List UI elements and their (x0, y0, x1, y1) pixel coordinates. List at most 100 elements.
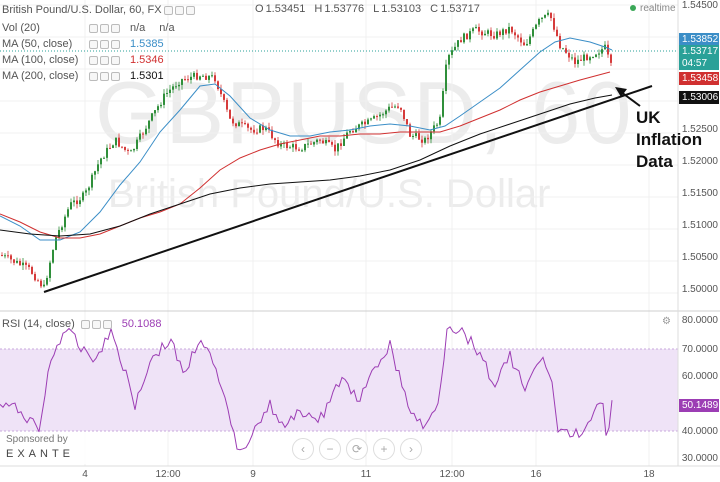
candle-body (439, 116, 441, 125)
candle-body (304, 143, 306, 151)
chart-grid (0, 0, 678, 466)
candle-body (37, 280, 39, 282)
candle-body (394, 106, 396, 108)
rsi-axis-label: 70.0000 (681, 344, 718, 355)
candle-body (496, 31, 498, 39)
candle-body (475, 26, 477, 29)
candle-body (403, 109, 405, 120)
candle-body (472, 28, 474, 32)
candle-body (31, 266, 33, 274)
candle-body (118, 137, 120, 147)
candle-body (139, 133, 141, 140)
chart-title: British Pound/U.S. Dollar, 60, FX (2, 4, 162, 16)
candle-body (595, 54, 597, 57)
candle-body (232, 118, 234, 124)
candle-body (436, 124, 438, 126)
indicator-vol[interactable]: Vol (20) n/a n/a (2, 22, 175, 34)
candle-body (319, 139, 321, 141)
candle-body (367, 119, 369, 125)
candle-body (295, 144, 297, 150)
candle-body (160, 104, 162, 107)
candle-body (262, 125, 264, 131)
candle-body (211, 75, 213, 77)
last-price-tag: 1.53717 (679, 45, 719, 58)
candle-body (169, 89, 171, 93)
candle-body (565, 48, 567, 53)
candle-body (391, 106, 393, 108)
candle-body (58, 229, 60, 238)
price-axis-label: 1.51500 (681, 188, 718, 199)
candle-body (379, 114, 381, 117)
reset-button[interactable]: ⟳ (346, 438, 368, 460)
candle-body (235, 123, 237, 127)
candle-body (49, 262, 51, 278)
candle-body (100, 158, 102, 165)
time-axis-label: 9 (250, 469, 256, 480)
candle-body (34, 273, 36, 281)
ma-100-line (0, 71, 611, 239)
candle-body (259, 125, 261, 133)
candle-body (589, 57, 591, 61)
title-controls[interactable] (163, 5, 195, 15)
candle-body (463, 33, 465, 43)
candle-body (343, 138, 345, 146)
trendline (43, 85, 653, 293)
candle-body (172, 86, 174, 90)
candle-body (526, 43, 528, 46)
candle-body (187, 79, 189, 81)
candle-body (454, 46, 456, 51)
candle-body (184, 79, 186, 81)
candle-body (241, 122, 243, 124)
time-axis-label: 12:00 (155, 469, 181, 480)
rsi-legend[interactable]: RSI (14, close) 50.1088 (2, 318, 162, 330)
indicator-ma200[interactable]: MA (200, close) 1.5301 (2, 70, 164, 82)
scroll-left-button[interactable]: ‹ (292, 438, 314, 460)
candle-body (373, 116, 375, 119)
candle-body (7, 255, 9, 257)
candle-body (577, 59, 579, 65)
candle-body (277, 140, 279, 147)
settings-gear-icon[interactable]: ⚙ (662, 316, 671, 327)
candle-body (586, 54, 588, 61)
candle-body (190, 76, 192, 81)
candle-body (469, 31, 471, 40)
zoom-in-button[interactable]: + (373, 438, 395, 460)
candle-body (520, 37, 522, 43)
zoom-out-button[interactable]: − (319, 438, 341, 460)
candle-body (514, 32, 516, 36)
candle-body (607, 44, 609, 55)
candles (1, 9, 612, 289)
candle-body (553, 18, 555, 30)
candle-body (406, 119, 408, 125)
scroll-right-button[interactable]: › (400, 438, 422, 460)
indicator-controls (89, 39, 120, 49)
sponsor-box[interactable]: Sponsored by EXANTE (0, 432, 106, 464)
candle-body (349, 131, 351, 133)
realtime-indicator: realtime (630, 3, 676, 14)
rsi-label: RSI (14, close) (2, 318, 75, 330)
status-dot-icon (630, 5, 636, 12)
candle-body (511, 26, 513, 33)
rsi-axis-label: 80.0000 (681, 315, 718, 326)
candle-body (481, 31, 483, 36)
candle-body (337, 143, 339, 152)
candle-body (175, 86, 177, 88)
candle-body (508, 26, 510, 34)
candle-body (478, 26, 480, 32)
ma200-price-tag: 1.53006 (679, 91, 719, 104)
candle-body (157, 106, 159, 111)
candle-body (466, 33, 468, 40)
candle-body (229, 109, 231, 119)
indicator-ma50[interactable]: MA (50, close) 1.5385 (2, 38, 164, 50)
chart-title-bar: British Pound/U.S. Dollar, 60, FX (2, 2, 201, 18)
candle-body (505, 29, 507, 34)
indicator-ma100[interactable]: MA (100, close) 1.5346 (2, 54, 164, 66)
candle-body (328, 140, 330, 143)
candle-body (205, 75, 207, 80)
candle-body (178, 84, 180, 87)
candle-body (427, 137, 429, 140)
candle-body (103, 157, 105, 159)
annotation-line-1: UK (636, 108, 661, 127)
candle-body (610, 54, 612, 63)
